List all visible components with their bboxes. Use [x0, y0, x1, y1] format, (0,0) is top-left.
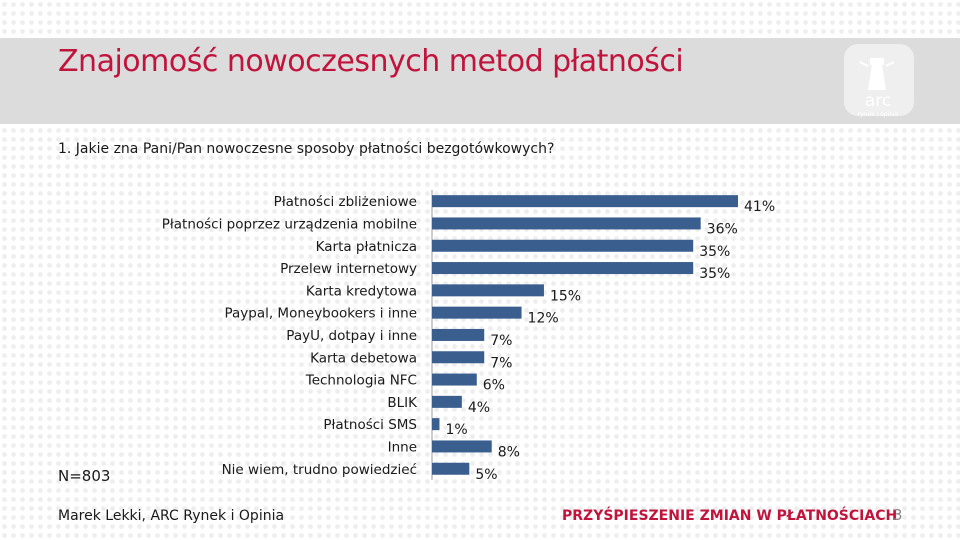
category-label: Karta kredytowa — [306, 283, 417, 299]
slide-title: Znajomość nowoczesnych metod płatności — [58, 44, 684, 79]
header-band — [0, 38, 960, 124]
bar — [432, 373, 477, 386]
category-label: Płatności zbliżeniowe — [274, 194, 417, 210]
page-number: 3 — [893, 506, 903, 524]
category-label: Inne — [388, 439, 417, 455]
category-label: Karta płatnicza — [316, 239, 417, 255]
data-label: 1% — [445, 422, 467, 438]
category-label: Płatności SMS — [323, 417, 417, 433]
arc-logo: arc rynek i opinia — [844, 44, 914, 118]
category-label: Płatności poprzez urządzenia mobilne — [162, 216, 417, 232]
data-label: 4% — [468, 400, 490, 416]
footer-author: Marek Lekki, ARC Rynek i Opinia — [58, 508, 285, 524]
bar — [432, 440, 492, 453]
bar — [432, 284, 544, 297]
bar — [432, 217, 701, 230]
bar — [432, 239, 694, 252]
logo-subtext: rynek i opinia — [858, 111, 899, 118]
bar — [432, 418, 440, 431]
category-label: Paypal, Moneybookers i inne — [224, 306, 417, 322]
data-label: 36% — [707, 221, 738, 237]
data-label: 35% — [699, 244, 730, 260]
bar — [432, 262, 694, 275]
data-label: 7% — [490, 355, 512, 371]
data-label: 12% — [528, 311, 559, 327]
category-label: BLIK — [387, 395, 418, 411]
bar — [432, 328, 485, 341]
logo-text: arc — [865, 91, 891, 111]
data-label: 15% — [550, 288, 581, 304]
bar — [432, 395, 462, 408]
category-label: Technologia NFC — [305, 373, 417, 389]
category-label: PayU, dotpay i inne — [286, 328, 417, 344]
data-label: 35% — [699, 266, 730, 282]
survey-question: 1. Jakie zna Pani/Pan nowoczesne sposoby… — [58, 141, 555, 157]
data-label: 6% — [483, 378, 505, 394]
footer-tagline: PRZYŚPIESZENIE ZMIAN W PŁATNOŚCIACH — [562, 508, 898, 524]
bar — [432, 195, 738, 208]
data-label: 8% — [498, 444, 520, 460]
bar — [432, 462, 470, 475]
data-label: 5% — [475, 467, 497, 483]
category-label: Karta debetowa — [310, 350, 417, 366]
bar — [432, 351, 485, 364]
data-label: 41% — [744, 199, 775, 215]
category-label: Przelew internetowy — [280, 261, 417, 277]
sample-size: N=803 — [58, 467, 111, 485]
bar — [432, 306, 522, 319]
data-label: 7% — [490, 333, 512, 349]
category-label: Nie wiem, trudno powiedzieć — [222, 462, 417, 478]
